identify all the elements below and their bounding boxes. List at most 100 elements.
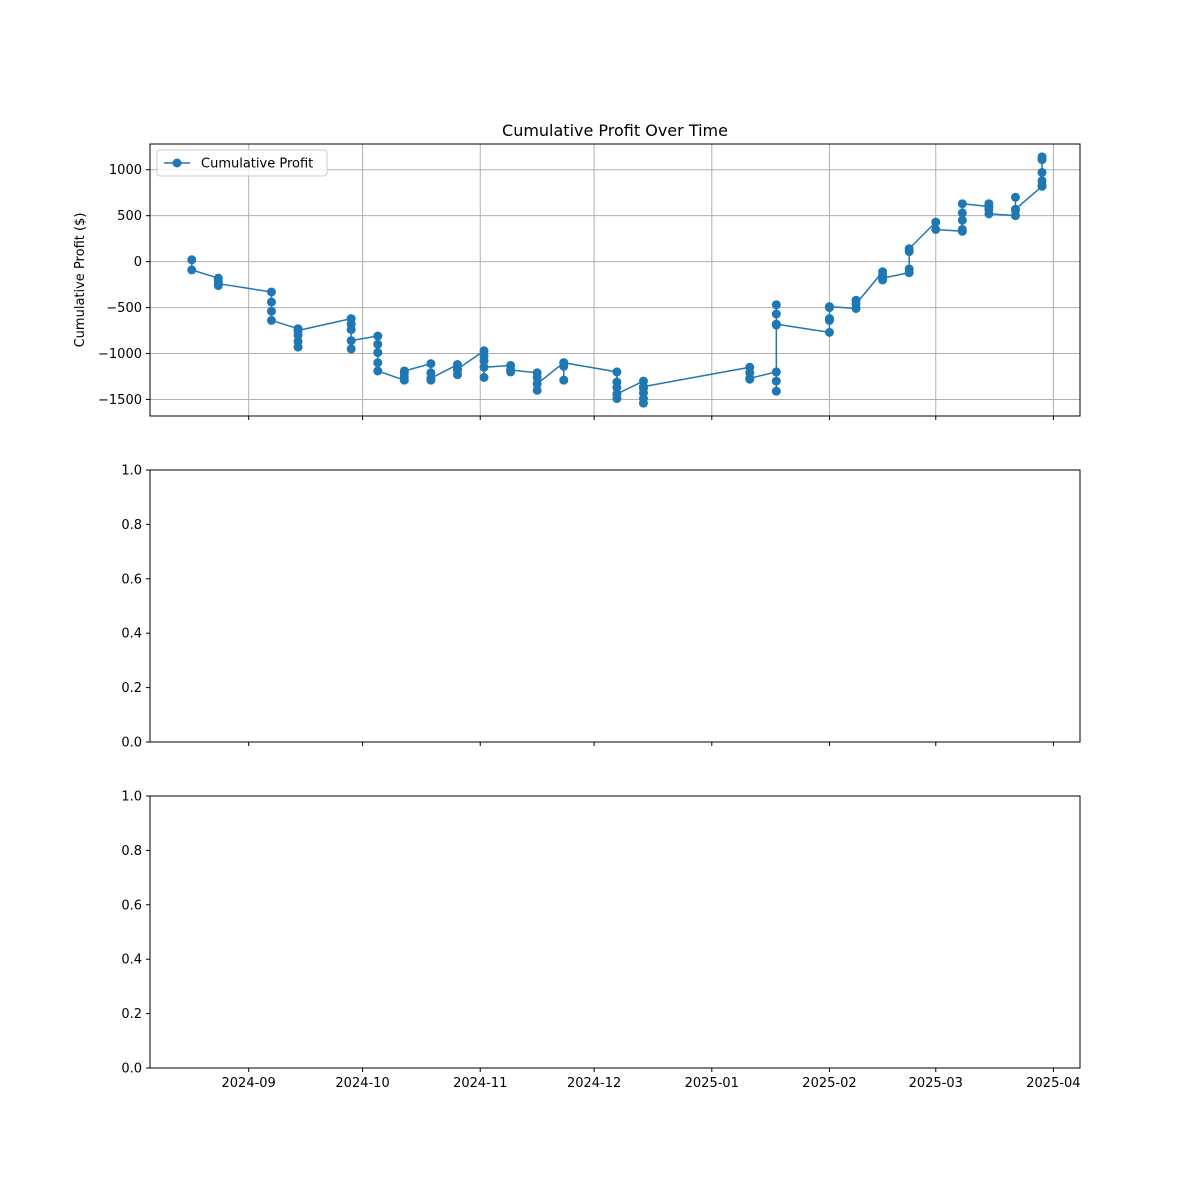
panel-profit: Cumulative Profit Over Time Cumulative P… [73,121,1081,420]
y-tick-label: 500 [117,209,142,224]
data-point [1037,180,1047,190]
data-point [638,398,648,408]
y-tick-label: 0.2 [121,681,142,696]
data-point [1037,167,1047,177]
y-tick-label: 1.0 [121,790,142,805]
data-point [771,319,781,329]
y-axis-ticks: 0.0 0.2 0.4 0.6 0.8 1.0 [121,790,150,1077]
data-point [187,255,197,265]
plot-frame [149,143,1081,417]
data-point [824,314,834,324]
y-tick-label: 1000 [109,163,142,178]
data-point [479,362,489,372]
data-point [745,373,755,383]
data-point [266,306,276,316]
data-point [532,372,542,382]
data-point [293,326,303,336]
y-tick-label: 0.8 [121,844,142,859]
data-point [1010,204,1020,214]
data-point [878,273,888,283]
data-point [612,367,622,377]
data-point [532,385,542,395]
data-point [1037,152,1047,162]
y-tick-label: −1000 [98,347,142,362]
y-tick-label: 0.4 [121,953,142,968]
y-tick-label: 0.6 [121,898,142,913]
data-point [346,336,356,346]
data-point [771,386,781,396]
data-point [373,331,383,341]
x-tick-label: 2025-01 [685,1076,739,1091]
plot-frame [149,469,1081,743]
data-point [851,299,861,309]
data-point [187,265,197,275]
data-point [479,372,489,382]
x-tick-label: 2024-10 [335,1076,389,1091]
data-point [266,315,276,325]
panel-empty-bottom: 0.0 0.2 0.4 0.6 0.8 1.0 2024-09 2024-10 2024-11… [121,790,1080,1092]
data-point [293,342,303,352]
x-axis-ticks [248,416,1054,420]
data-point [426,373,436,383]
y-axis-ticks: −1500 −1000 −500 0 500 1000 [98,163,150,408]
y-tick-label: 0.8 [121,518,142,533]
data-point [771,309,781,319]
x-tick-label: 2024-09 [222,1076,276,1091]
x-tick-label: 2024-12 [567,1076,621,1091]
data-point [824,302,834,312]
data-point [957,208,967,218]
y-tick-label: −1500 [98,393,142,408]
data-point [213,279,223,289]
data-point [824,327,834,337]
data-point [1010,192,1020,202]
data-point [266,297,276,307]
plot-frame [149,795,1081,1069]
data-point [266,287,276,297]
y-tick-label: 0.0 [121,736,142,751]
data-point [638,382,648,392]
data-point [559,375,569,385]
data-point [532,379,542,389]
legend-box [156,149,328,177]
x-axis-ticks [248,742,1054,746]
x-tick-label: 2025-04 [1026,1076,1080,1091]
y-tick-label: 0.4 [121,627,142,642]
x-tick-label: 2025-02 [802,1076,856,1091]
legend: Cumulative Profit [156,149,328,177]
data-point [452,364,462,374]
y-axis-ticks: 0.0 0.2 0.4 0.6 0.8 1.0 [121,464,150,751]
x-tick-label: 2025-03 [909,1076,963,1091]
data-point [373,366,383,376]
data-point [346,344,356,354]
data-point [904,264,914,274]
chart-title: Cumulative Profit Over Time [502,121,728,140]
y-tick-label: 0.2 [121,1007,142,1022]
panel-empty-middle: 0.0 0.2 0.4 0.6 0.8 1.0 [121,464,1081,751]
series-cumulative-profit [187,152,1047,408]
legend-label: Cumulative Profit [201,157,313,172]
data-point [957,199,967,209]
y-tick-label: 0.6 [121,572,142,587]
data-point [957,224,967,234]
data-point [771,300,781,310]
data-point [373,339,383,349]
data-point [479,356,489,366]
data-point [984,209,994,219]
y-tick-label: 0 [134,255,142,270]
y-tick-label: −500 [106,301,142,316]
y-axis-label: Cumulative Profit ($) [73,213,88,348]
data-point [612,389,622,399]
data-point [612,383,622,393]
x-axis-ticks: 2024-09 2024-10 2024-11 2024-12 2025-01 2025-… [222,1068,1081,1091]
data-point [346,325,356,335]
data-point [957,215,967,225]
x-tick-label: 2024-11 [453,1076,507,1091]
data-point [399,366,409,376]
data-point [931,217,941,227]
legend-marker [172,158,182,168]
data-point [426,359,436,369]
data-point [771,376,781,386]
data-point [559,358,569,368]
data-point [771,367,781,377]
